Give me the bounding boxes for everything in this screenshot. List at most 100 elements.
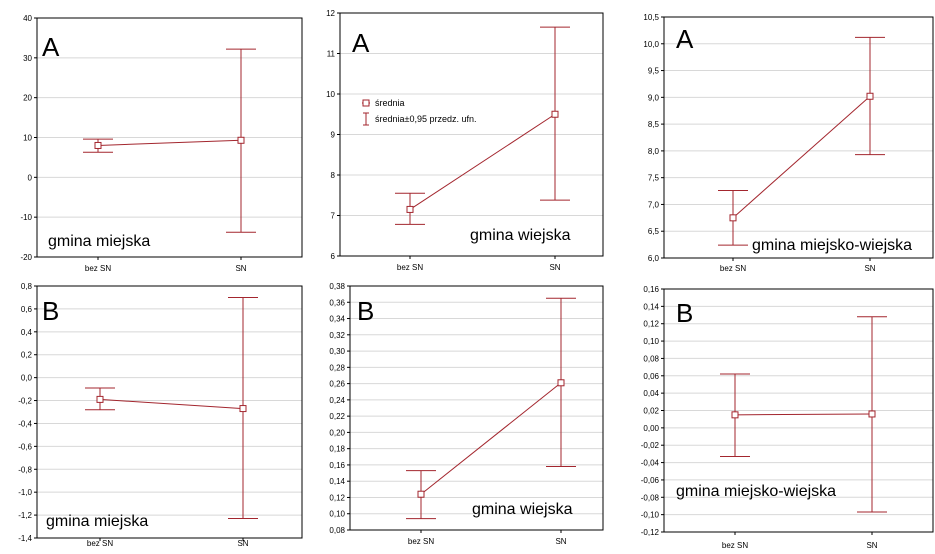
- mean-point: [729, 214, 737, 222]
- y-tick-label: 0,12: [643, 320, 659, 329]
- y-tick-label: 0,22: [329, 412, 345, 421]
- panel-letter: A: [676, 24, 694, 54]
- y-tick-label: 0,14: [643, 302, 659, 311]
- panel-letter: B: [42, 296, 59, 326]
- y-tick-label: 8,5: [648, 120, 660, 129]
- y-tick-label: -10: [20, 213, 32, 222]
- y-tick-label: 0,06: [643, 372, 659, 381]
- y-tick-label: 0,24: [329, 396, 345, 405]
- y-tick-label: -0,06: [641, 476, 660, 485]
- y-tick-label: -0,04: [641, 459, 660, 468]
- mean-point: [868, 410, 876, 418]
- y-tick-label: 0,34: [329, 315, 345, 324]
- legend: średnia średnia±0,95 przedz. ufn.: [362, 98, 477, 126]
- y-tick-label: 0,02: [643, 407, 659, 416]
- y-tick-label: -0,6: [18, 442, 32, 451]
- y-tick-label: -0,4: [18, 419, 32, 428]
- y-tick-label: 10: [23, 134, 32, 143]
- y-tick-label: 0,10: [643, 337, 659, 346]
- y-tick-label: 6,5: [648, 227, 660, 236]
- y-tick-label: 0,6: [21, 305, 33, 314]
- panel-letter: A: [352, 28, 370, 58]
- x-tick-label: SN: [549, 263, 560, 272]
- y-tick-label: 0,04: [643, 389, 659, 398]
- mean-line: [420, 382, 562, 495]
- area-label: gmina miejsko-wiejska: [752, 237, 912, 254]
- y-tick-label: -0,08: [641, 493, 660, 502]
- y-tick-label: 0,32: [329, 331, 345, 340]
- mean-line: [409, 113, 556, 210]
- y-tick-label: 6: [331, 252, 336, 261]
- legend-mean-marker: [362, 99, 370, 107]
- y-tick-label: 0,14: [329, 477, 345, 486]
- y-tick-label: 7: [331, 212, 336, 221]
- area-label: gmina miejska: [46, 513, 148, 530]
- y-tick-label: 9,5: [648, 67, 660, 76]
- x-tick-label: SN: [237, 539, 248, 548]
- chart-panel: 6,0 6,5 7,0 7,5 8,0 8,5 9,0 9,5 10,0 10,5 bez SN SN…: [643, 13, 934, 273]
- y-tick-label: 0,18: [329, 445, 345, 454]
- mean-point: [557, 379, 565, 387]
- chart-panel: -0,12 -0,10 -0,08 -0,06 -0,04 -0,02 0,00 0,02 0,…: [641, 285, 934, 550]
- y-tick-label: 0,20: [329, 428, 345, 437]
- y-tick-label: 0,00: [643, 424, 659, 433]
- x-tick-label: bez SN: [397, 263, 423, 272]
- panel-letter: A: [42, 32, 60, 62]
- y-tick-label: 0,28: [329, 363, 345, 372]
- mean-point: [866, 92, 874, 100]
- y-tick-label: 0,12: [329, 493, 345, 502]
- y-tick-label: 0,36: [329, 298, 345, 307]
- mean-point: [96, 395, 104, 403]
- y-tick-label: 11: [327, 50, 336, 59]
- y-tick-label: -1,2: [18, 511, 32, 520]
- panel-letter: B: [357, 296, 374, 326]
- x-tick-label: bez SN: [87, 539, 113, 548]
- area-label: gmina wiejska: [470, 227, 571, 244]
- y-tick-label: 0,26: [329, 380, 345, 389]
- mean-point: [237, 136, 245, 144]
- y-tick-label: 0,16: [329, 461, 345, 470]
- y-tick-label: 7,0: [648, 200, 660, 209]
- y-tick-label: 9,0: [648, 93, 660, 102]
- mean-point: [406, 205, 414, 213]
- y-tick-label: 0,16: [643, 285, 659, 294]
- area-label: gmina wiejska: [472, 501, 573, 518]
- plot-frame: [349, 285, 604, 531]
- mean-point: [551, 110, 559, 118]
- y-tick-label: 0,4: [21, 328, 33, 337]
- y-tick-label: 40: [23, 14, 32, 23]
- y-tick-label: -0,2: [18, 397, 32, 406]
- y-tick-label: 10: [326, 90, 335, 99]
- y-tick-label: 0,10: [329, 510, 345, 519]
- y-tick-label: 0,0: [21, 374, 33, 383]
- area-label: gmina miejsko-wiejska: [676, 483, 836, 500]
- chart-panel: 0,08 0,10 0,12 0,14 0,16 0,18 0,20 0,22 0,24 0,26…: [329, 282, 604, 546]
- plot-frame: [663, 16, 934, 259]
- y-tick-label: 0,8: [21, 282, 33, 291]
- panel-letter: B: [676, 298, 693, 328]
- mean-line: [734, 413, 873, 416]
- chart-panel: -1,4 -1,2 -1,0 -0,8 -0,6 -0,4 -0,2 0,0 0,2 0,4 0,6…: [18, 282, 303, 548]
- mean-point: [239, 405, 247, 413]
- mean-point: [94, 141, 102, 149]
- mean-line: [97, 139, 242, 146]
- mean-point: [417, 490, 425, 498]
- x-tick-label: bez SN: [722, 541, 748, 549]
- y-tick-label: 7,5: [648, 174, 660, 183]
- y-tick-label: -20: [20, 253, 32, 262]
- mean-point: [731, 411, 739, 419]
- x-tick-label: bez SN: [85, 264, 111, 273]
- x-tick-label: SN: [866, 541, 877, 549]
- y-tick-label: 10,0: [643, 40, 659, 49]
- y-tick-label: 20: [23, 94, 32, 103]
- y-tick-label: -0,02: [641, 441, 660, 450]
- y-tick-label: 0,2: [21, 351, 33, 360]
- y-tick-label: 12: [326, 9, 335, 18]
- y-tick-label: 30: [23, 54, 32, 63]
- y-tick-label: -0,12: [641, 528, 660, 537]
- y-tick-label: 0,38: [329, 282, 345, 291]
- y-tick-label: 0,08: [329, 526, 345, 535]
